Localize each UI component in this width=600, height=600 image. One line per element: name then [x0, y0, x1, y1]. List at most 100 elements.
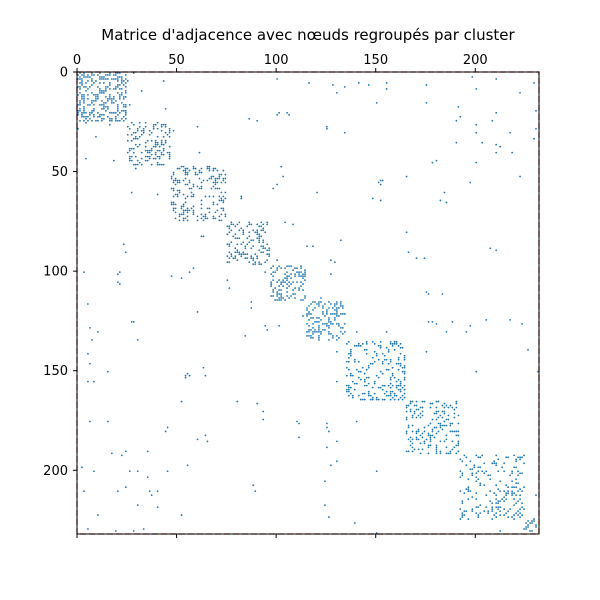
matrix-point — [511, 492, 514, 495]
matrix-point — [399, 390, 402, 393]
matrix-point — [100, 107, 103, 110]
matrix-point — [507, 486, 510, 489]
matrix-point — [99, 103, 101, 106]
matrix-point — [326, 127, 328, 130]
matrix-point — [140, 163, 143, 166]
matrix-point — [180, 400, 183, 403]
matrix-point — [505, 494, 508, 497]
matrix-point — [509, 319, 512, 321]
matrix-point — [511, 490, 514, 493]
matrix-point — [268, 249, 271, 252]
matrix-point — [172, 203, 175, 206]
matrix-point — [110, 117, 113, 120]
matrix-point — [132, 530, 135, 532]
matrix-point — [214, 183, 217, 186]
matrix-point — [212, 167, 215, 170]
matrix-point — [511, 480, 514, 483]
matrix-point — [276, 295, 279, 297]
matrix-point — [415, 416, 418, 419]
matrix-point — [407, 450, 410, 453]
matrix-point — [320, 319, 322, 321]
matrix-point — [278, 293, 281, 295]
matrix-point — [124, 86, 127, 88]
matrix-point — [353, 388, 356, 391]
matrix-point — [495, 506, 498, 509]
matrix-point — [324, 504, 326, 507]
matrix-point — [164, 141, 167, 144]
matrix-point — [168, 135, 171, 138]
matrix-point — [230, 223, 233, 226]
matrix-point — [106, 420, 109, 423]
matrix-point — [330, 332, 332, 335]
matrix-point — [529, 530, 531, 532]
matrix-point — [485, 506, 488, 509]
matrix-point — [87, 352, 89, 355]
matrix-point — [108, 119, 111, 122]
matrix-point — [475, 498, 478, 501]
matrix-point — [236, 237, 239, 240]
matrix-point — [208, 165, 211, 168]
matrix-point — [535, 494, 537, 497]
matrix-point — [128, 149, 131, 152]
matrix-point — [453, 408, 456, 411]
matrix-point — [142, 528, 145, 530]
matrix-point — [226, 255, 229, 258]
matrix-point — [156, 161, 159, 164]
matrix-point — [459, 470, 462, 473]
matrix-point — [192, 185, 195, 188]
matrix-point — [236, 259, 239, 262]
matrix-point — [318, 325, 320, 327]
matrix-point — [326, 325, 328, 327]
matrix-point — [324, 315, 326, 317]
matrix-point — [411, 430, 414, 433]
matrix-point — [383, 354, 386, 357]
matrix-point — [397, 344, 400, 347]
matrix-point — [467, 518, 470, 520]
matrix-point — [393, 348, 396, 351]
matrix-point — [497, 508, 500, 511]
matrix-point — [435, 400, 438, 403]
matrix-point — [186, 215, 189, 218]
matrix-point — [349, 386, 352, 389]
matrix-point — [300, 275, 302, 278]
matrix-point — [401, 394, 404, 397]
matrix-point — [104, 74, 107, 76]
matrix-point — [288, 265, 290, 268]
matrix-point — [292, 223, 294, 226]
matrix-point — [102, 113, 105, 116]
matrix-point — [116, 281, 119, 283]
matrix-point — [511, 472, 514, 475]
matrix-point — [244, 257, 247, 260]
matrix-point — [200, 217, 203, 220]
matrix-point — [220, 191, 223, 194]
matrix-point — [292, 293, 294, 295]
matrix-point — [150, 494, 153, 497]
matrix-point — [306, 309, 308, 311]
matrix-point — [99, 88, 101, 90]
matrix-point — [284, 299, 286, 301]
matrix-point — [302, 299, 304, 301]
matrix-point — [503, 470, 506, 473]
matrix-point — [102, 76, 105, 78]
matrix-point — [401, 386, 404, 389]
matrix-point — [172, 173, 175, 176]
matrix-point — [347, 384, 350, 387]
matrix-point — [196, 173, 199, 176]
matrix-point — [168, 145, 171, 148]
matrix-point — [347, 356, 350, 359]
matrix-point — [206, 440, 209, 443]
matrix-point — [192, 167, 195, 170]
matrix-point — [505, 484, 508, 487]
matrix-point — [112, 78, 115, 80]
matrix-point — [445, 438, 448, 441]
matrix-point — [377, 398, 380, 401]
matrix-point — [495, 454, 498, 457]
matrix-point — [499, 480, 502, 483]
matrix-point — [228, 251, 231, 254]
matrix-point — [367, 382, 370, 385]
matrix-point — [431, 434, 434, 437]
matrix-point — [435, 432, 438, 435]
matrix-point — [345, 342, 348, 345]
matrix-point — [97, 514, 99, 516]
